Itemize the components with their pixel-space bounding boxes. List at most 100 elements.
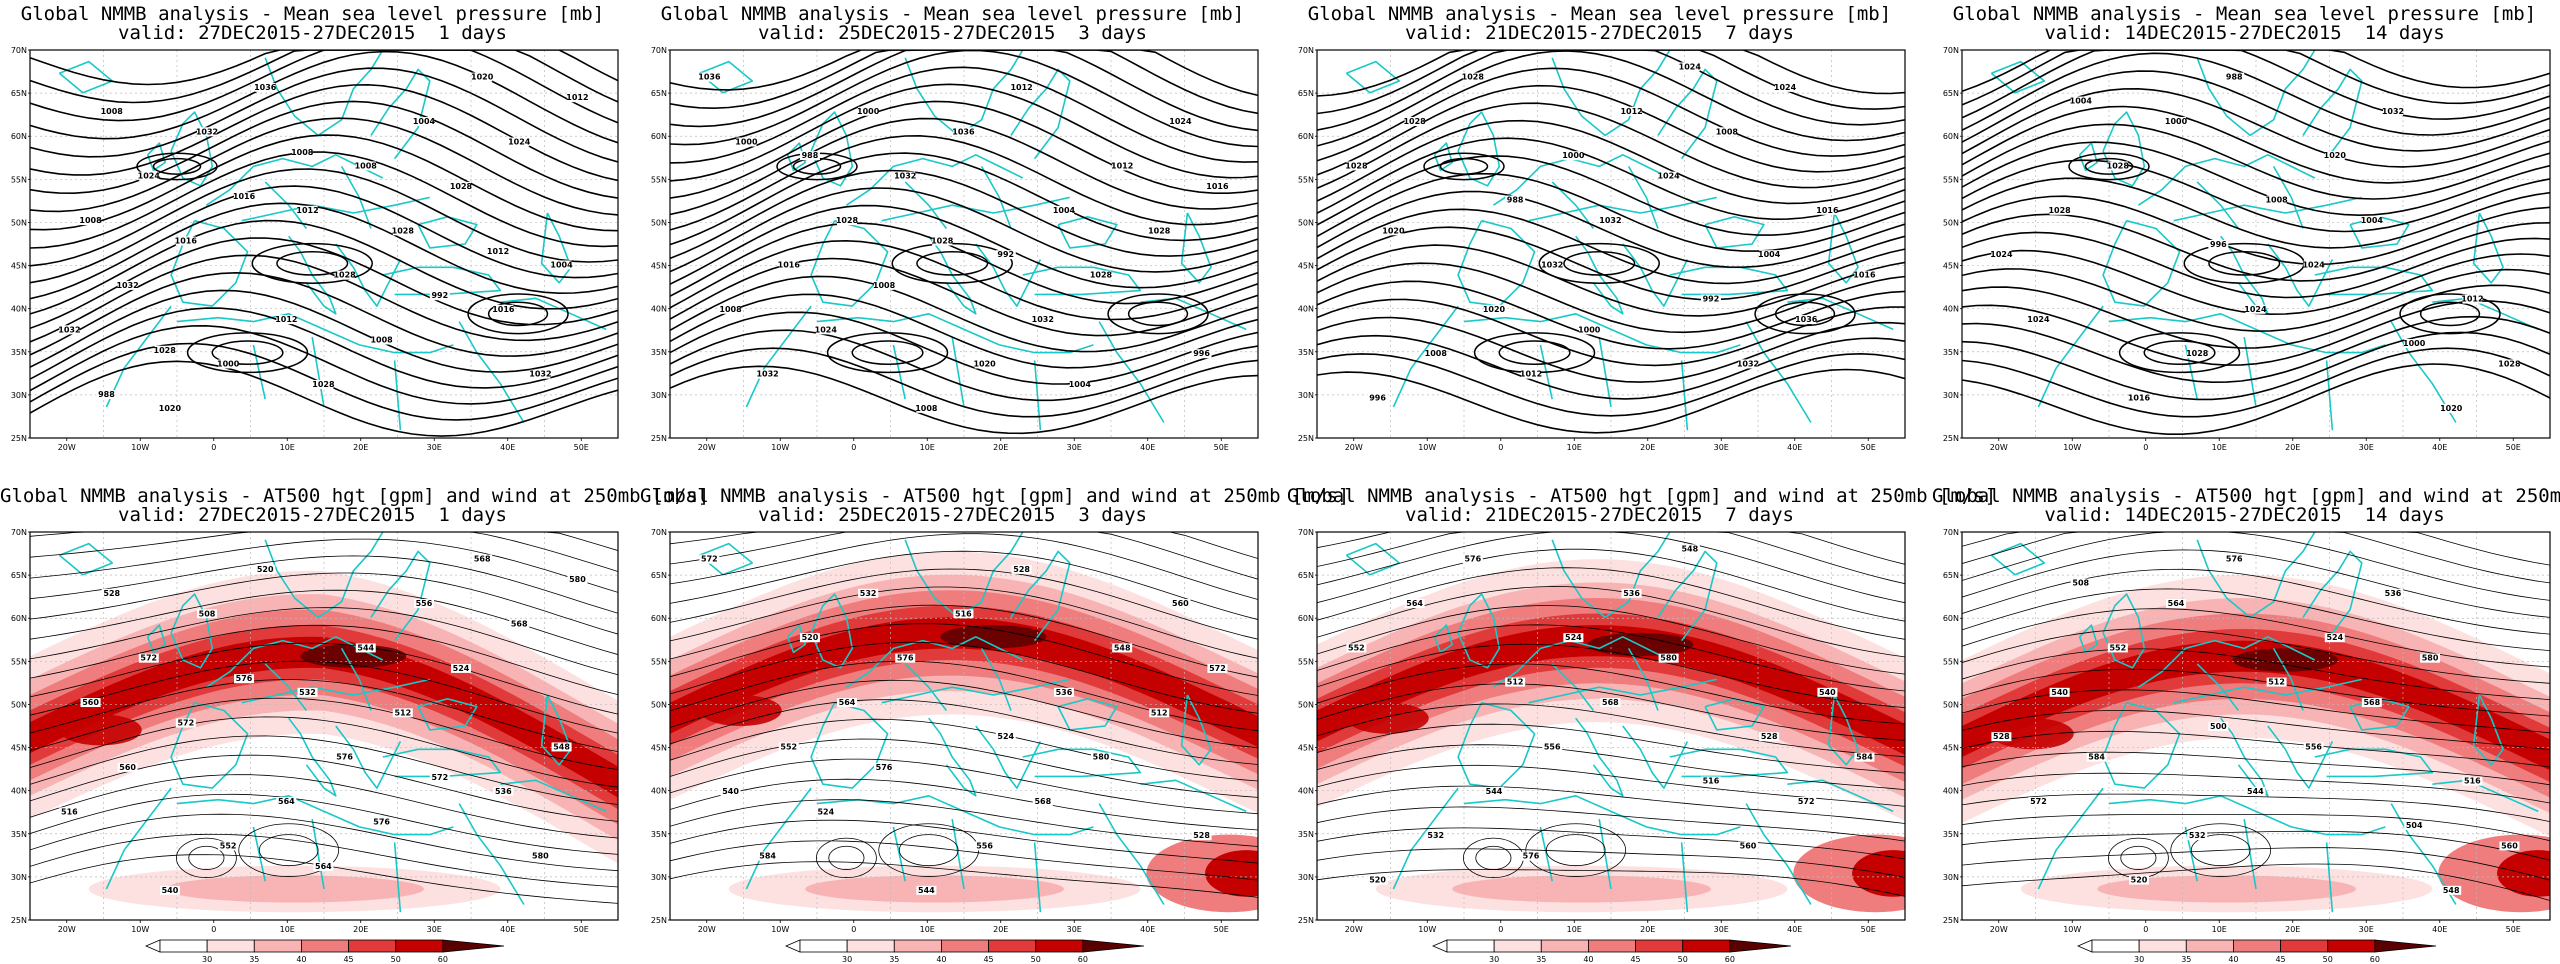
lon-tick-label: 30E — [1714, 925, 1729, 934]
lat-tick-label: 35N — [1298, 830, 1314, 839]
lat-tick-label: 55N — [651, 175, 667, 184]
lon-tick-label: 10E — [920, 443, 935, 452]
lon-tick-label: 10W — [771, 443, 789, 452]
contour-label: 548 — [553, 742, 570, 751]
contour-label: 1032 — [529, 370, 551, 379]
lon-tick-label: 50E — [1214, 443, 1229, 452]
lon-tick-label: 30E — [1067, 925, 1082, 934]
lat-tick-label: 40N — [1943, 305, 1959, 314]
lat-tick-label: 35N — [651, 830, 667, 839]
lat-tick-label: 30N — [1943, 873, 1959, 882]
lat-tick-label: 60N — [11, 132, 27, 141]
contour-label: 556 — [1544, 742, 1561, 751]
contour-label: 516 — [2464, 777, 2481, 786]
contour-label: 1036 — [1795, 315, 1818, 324]
lat-tick-label: 35N — [11, 830, 27, 839]
contour-label: 520 — [1369, 876, 1386, 885]
contour-label: 572 — [2030, 797, 2047, 806]
contour-label: 528 — [1993, 732, 2010, 741]
contour-label: 1016 — [175, 237, 198, 246]
lat-tick-label: 45N — [651, 744, 667, 753]
panel-valid-period: valid: 14DEC2015-27DEC2015 14 days — [2044, 504, 2445, 526]
lat-tick-label: 50N — [11, 700, 27, 709]
lon-tick-label: 20W — [698, 443, 716, 452]
panel-valid-period: valid: 14DEC2015-27DEC2015 14 days — [2044, 22, 2445, 44]
contour-label: 580 — [532, 852, 549, 861]
contour-label: 1028 — [312, 380, 335, 389]
contour-label: 580 — [2422, 654, 2439, 663]
contour-label: 1008 — [355, 161, 378, 170]
contour-label: 516 — [955, 609, 972, 618]
contour-label: 1024 — [1657, 172, 1680, 181]
contour-label: 1028 — [1403, 117, 1426, 126]
contour-label: 1028 — [1148, 226, 1171, 235]
contour-label: 1032 — [1032, 315, 1054, 324]
contour-label: 1020 — [1382, 226, 1405, 235]
contour-label: 528 — [1193, 831, 1210, 840]
lon-tick-label: 10E — [2212, 925, 2227, 934]
contour-label: 1032 — [1599, 216, 1621, 225]
contour-label: 544 — [1486, 787, 1503, 796]
contour-label: 576 — [373, 818, 390, 827]
lat-tick-label: 50N — [1298, 700, 1314, 709]
contour-label: 1020 — [2324, 151, 2347, 160]
lat-tick-label: 55N — [1943, 175, 1959, 184]
lon-tick-label: 40E — [500, 925, 515, 934]
contour-label: 1008 — [915, 404, 938, 413]
lat-tick-label: 35N — [1943, 830, 1959, 839]
lon-tick-label: 20W — [1990, 925, 2008, 934]
contour-label: 1028 — [931, 237, 954, 246]
contour-label: 548 — [2443, 886, 2460, 895]
lon-tick-label: 10E — [280, 925, 295, 934]
lon-tick-label: 20E — [2285, 443, 2300, 452]
contour-label: 1012 — [1111, 161, 1133, 170]
lat-tick-label: 65N — [11, 89, 27, 98]
contour-label: 1008 — [79, 216, 102, 225]
map-plot: 528 532 536 540 544 548 552 556 560 564 568 572 576 5… — [11, 528, 619, 964]
contour-label: 1016 — [778, 260, 801, 269]
lat-tick-label: 30N — [1298, 391, 1314, 400]
lat-tick-label: 30N — [1943, 391, 1959, 400]
contour-label: 1008 — [873, 281, 896, 290]
lon-tick-label: 40E — [2432, 925, 2447, 934]
lat-tick-label: 35N — [11, 348, 27, 357]
lat-tick-label: 70N — [1943, 528, 1959, 537]
contour-label: 1024 — [1169, 117, 1192, 126]
lat-tick-label: 50N — [11, 218, 27, 227]
contour-label: 1016 — [2128, 394, 2151, 403]
map-plot: 1008 1012 1016 1020 1008 1004 1000 1004 1008 1012… — [11, 46, 619, 452]
lat-tick-label: 25N — [1298, 916, 1314, 925]
contour-label: 580 — [1660, 654, 1677, 663]
contour-label: 524 — [453, 664, 470, 673]
panel-valid-period: valid: 21DEC2015-27DEC2015 7 days — [1405, 504, 1794, 526]
wind-colorbar: 30 35 40 45 50 60 — [784, 939, 1145, 964]
contour-label: 536 — [2385, 589, 2402, 598]
contour-label: 1032 — [196, 127, 218, 136]
panel-valid-period: valid: 25DEC2015-27DEC2015 3 days — [758, 504, 1147, 526]
contour-label: 1008 — [370, 336, 393, 345]
lon-tick-label: 10W — [1418, 925, 1436, 934]
contour-label: 1020 — [471, 73, 494, 82]
lon-tick-label: 50E — [2506, 925, 2521, 934]
contour-label: 1000 — [1578, 325, 1601, 334]
contour-label: 556 — [416, 599, 433, 608]
contour-label: 1036 — [698, 73, 721, 82]
lon-tick-label: 30E — [2359, 443, 2374, 452]
contour-label: 1000 — [857, 107, 880, 116]
lat-tick-label: 40N — [11, 787, 27, 796]
lon-tick-label: 40E — [1787, 443, 1802, 452]
lat-tick-label: 40N — [1943, 787, 1959, 796]
lon-tick-label: 40E — [500, 443, 515, 452]
contour-label: 576 — [1523, 852, 1540, 861]
lat-tick-label: 55N — [1943, 657, 1959, 666]
lat-tick-label: 45N — [11, 262, 27, 271]
contour-label: 992 — [1703, 295, 1720, 304]
lon-tick-label: 20E — [1640, 925, 1655, 934]
contour-label: 1028 — [1462, 73, 1485, 82]
lat-tick-label: 35N — [651, 348, 667, 357]
lat-tick-label: 65N — [1298, 571, 1314, 580]
contour-label: 516 — [61, 807, 78, 816]
lat-tick-label: 65N — [651, 571, 667, 580]
lat-tick-label: 30N — [651, 873, 667, 882]
contour-label: 524 — [817, 807, 834, 816]
